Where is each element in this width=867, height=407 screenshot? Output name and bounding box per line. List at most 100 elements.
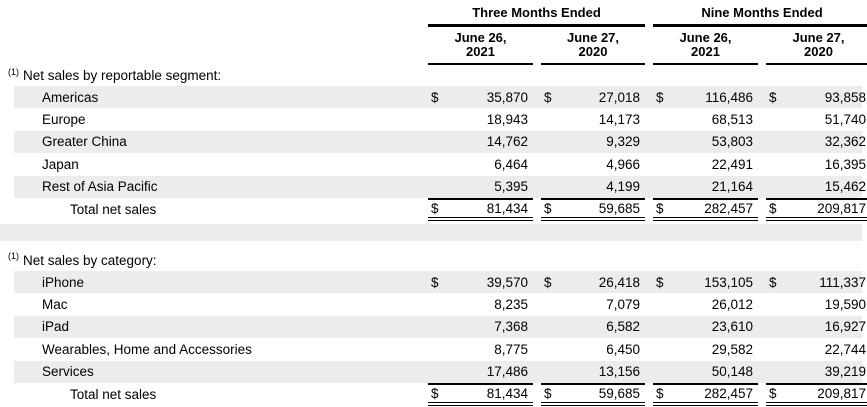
table-row-mac: Mac 8,235 7,079 26,012 19,590: [0, 293, 867, 315]
section-title-cell: (1) Net sales by category:: [0, 250, 867, 271]
cell: 8,775: [428, 338, 533, 360]
cell: 15,462: [766, 176, 867, 198]
cell-value: 14,173: [598, 112, 640, 128]
cell-value: 51,740: [824, 112, 866, 128]
cell: 51,740: [766, 108, 867, 130]
cell: $209,817: [766, 197, 867, 221]
cell: 19,590: [766, 293, 867, 315]
cell: $111,337: [766, 271, 867, 293]
date-line1: June 26,: [679, 30, 732, 45]
cell-value: 18,943: [486, 112, 528, 128]
cell-value: 14,762: [486, 134, 528, 150]
cell-value: 16,395: [824, 156, 866, 172]
cell: 17,486: [428, 361, 533, 383]
currency-symbol: $: [769, 89, 777, 105]
cell-value: 29,582: [711, 341, 753, 357]
row-label: Wearables, Home and Accessories: [42, 341, 252, 357]
section-title-row: (1) Net sales by reportable segment:: [0, 65, 867, 86]
cell-value: 9,329: [606, 134, 640, 150]
cell: 29,582: [653, 338, 758, 360]
table-row-americas: Americas $35,870 $27,018 $116,486 $93,85…: [0, 86, 867, 109]
row-label: Total net sales: [70, 386, 157, 402]
period-group-header-row: Three Months Ended Nine Months Ended: [0, 3, 867, 27]
cell: $81,434: [428, 382, 533, 406]
table-row-greater-china: Greater China 14,762 9,329 53,803 32,362: [0, 130, 867, 154]
date-line1: June 26,: [454, 30, 507, 45]
cell-value: 209,817: [817, 385, 866, 401]
period-group-three-months: Three Months Ended: [428, 3, 645, 27]
currency-symbol: $: [431, 274, 439, 290]
currency-symbol: $: [431, 385, 439, 401]
cell: 21,164: [653, 176, 758, 198]
currency-symbol: $: [769, 385, 777, 401]
cell-value: 4,966: [606, 156, 640, 172]
date-line2: 2020: [578, 44, 608, 59]
cell-value: 13,156: [598, 364, 640, 380]
currency-symbol: $: [656, 200, 664, 216]
cell: 6,464: [428, 153, 533, 175]
cell: 32,362: [766, 131, 867, 153]
currency-symbol: $: [544, 89, 552, 105]
cell: 39,219: [766, 361, 867, 383]
currency-symbol: $: [656, 385, 664, 401]
section-title: Net sales by reportable segment:: [23, 68, 222, 83]
cell-value: 93,858: [824, 89, 866, 105]
date-line2: 2020: [804, 44, 833, 59]
date-column-header: June 27, 2020: [541, 31, 645, 65]
section-gap: [0, 241, 867, 250]
row-label: Total net sales: [70, 201, 157, 217]
cell-value: 32,362: [824, 134, 866, 150]
cell: 13,156: [541, 361, 645, 383]
row-label: Europe: [42, 112, 86, 128]
currency-symbol: $: [431, 200, 439, 216]
cell: 5,395: [428, 176, 533, 198]
cell: 4,966: [541, 153, 645, 175]
cell: 7,368: [428, 316, 533, 338]
cell: $81,434: [428, 197, 533, 221]
cell-value: 39,219: [824, 364, 866, 380]
table-row-europe: Europe 18,943 14,173 68,513 51,740: [0, 108, 867, 130]
cell-value: 39,570: [486, 274, 528, 290]
cell: $59,685: [541, 197, 645, 221]
date-column-header: June 26, 2021: [653, 31, 758, 65]
header-spacer-cell: [0, 31, 420, 65]
cell-value: 17,486: [486, 364, 528, 380]
header-spacer-cell: [0, 3, 420, 27]
row-label: Greater China: [42, 134, 127, 150]
cell: 50,148: [653, 361, 758, 383]
period-group-nine-months: Nine Months Ended: [653, 3, 867, 27]
currency-symbol: $: [656, 274, 664, 290]
cell: $59,685: [541, 382, 645, 406]
cell-value: 23,610: [711, 319, 753, 335]
date-column-header: June 27, 2020: [766, 31, 867, 65]
table-row-wearables-home-accessories: Wearables, Home and Accessories 8,775 6,…: [0, 338, 867, 360]
cell: 22,744: [766, 338, 867, 360]
cell: 8,235: [428, 293, 533, 315]
currency-symbol: $: [431, 89, 439, 105]
total-row-categories: Total net sales $81,434 $59,685 $282,457…: [0, 382, 867, 406]
cell: 9,329: [541, 131, 645, 153]
row-label: Rest of Asia Pacific: [42, 179, 158, 195]
table-row-iphone: iPhone $39,570 $26,418 $153,105 $111,337: [0, 270, 867, 294]
cell: $282,457: [653, 382, 758, 406]
cell: 6,582: [541, 316, 645, 338]
cell: $153,105: [653, 271, 758, 293]
cell-value: 8,235: [494, 297, 528, 313]
section-title-row: (1) Net sales by category:: [0, 250, 867, 271]
total-row-segments: Total net sales $81,434 $59,685 $282,457…: [0, 197, 867, 221]
cell-value: 53,803: [711, 134, 753, 150]
cell-value: 6,450: [606, 341, 640, 357]
cell: 16,927: [766, 316, 867, 338]
cell-value: 6,464: [494, 156, 528, 172]
row-label: Services: [42, 364, 94, 380]
cell-value: 7,368: [494, 319, 528, 335]
currency-symbol: $: [544, 200, 552, 216]
cell-value: 22,491: [711, 156, 753, 172]
row-label: iPad: [42, 319, 70, 335]
cell-value: 27,018: [598, 89, 640, 105]
currency-symbol: $: [544, 385, 552, 401]
date-line2: 2021: [466, 44, 495, 59]
cell-value: 19,590: [824, 297, 866, 313]
cell: 16,395: [766, 153, 867, 175]
